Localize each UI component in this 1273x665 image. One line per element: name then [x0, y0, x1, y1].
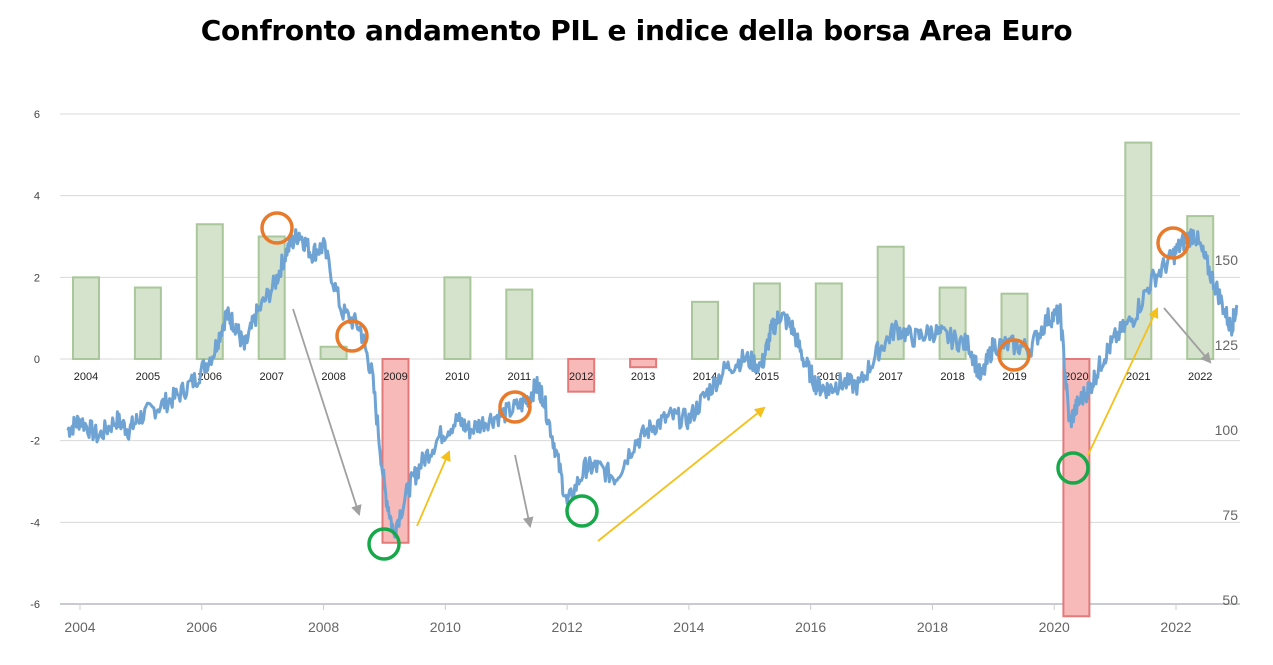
gdp-bar-2006	[195, 223, 224, 360]
x-axis-tick-label: 2016	[795, 619, 826, 635]
gdp-bar-2004	[72, 276, 100, 361]
bar-year-label: 2004	[74, 371, 98, 383]
bar-year-labels: 2004 2005 2006 2007 2008 2009 2010 2011 2012 2013…	[74, 371, 1213, 383]
stock-index-line	[66, 228, 1239, 539]
left-axis-tick-label: 2	[34, 272, 40, 284]
chart-title: Confronto andamento PIL e indice della b…	[200, 14, 1073, 47]
x-axis-tick-label: 2020	[1039, 619, 1070, 635]
up-arrow	[416, 450, 451, 527]
bar-year-label: 2009	[383, 371, 407, 383]
annotations	[260, 211, 1212, 561]
x-axis-tick-label: 2010	[430, 619, 461, 635]
left-axis-tick-label: 6	[34, 109, 40, 121]
gdp-bar-2013	[629, 358, 658, 369]
bar-year-label: 2006	[198, 371, 222, 383]
left-axis-tick-label: 0	[34, 354, 40, 366]
gdp-bar-2008	[319, 345, 348, 360]
right-axis-tick-label: 100	[1215, 422, 1239, 438]
bar-year-label: 2014	[693, 371, 717, 383]
trough-circle	[1056, 451, 1090, 485]
bar-year-label: 2012	[569, 371, 593, 383]
gdp-bar-2016	[814, 282, 843, 361]
right-axis-tick-label: 50	[1222, 592, 1238, 608]
trough-circle	[367, 527, 401, 561]
x-axis-tick-label: 2018	[917, 619, 948, 635]
left-axis-tick-label: -4	[30, 517, 40, 529]
x-axis-tick-label: 2004	[64, 619, 95, 635]
right-axis-tick-label: 150	[1215, 252, 1239, 268]
x-axis-tick-label: 2022	[1160, 619, 1191, 635]
bar-year-label: 2013	[631, 371, 655, 383]
left-axis-tick-label: -6	[30, 599, 40, 611]
gdp-bar-2021	[1124, 141, 1153, 360]
right-axis-tick-label: 75	[1222, 507, 1238, 523]
x-axis-tick-label: 2014	[673, 619, 704, 635]
gridlines	[60, 113, 1240, 605]
x-axis-tick-label: 2008	[308, 619, 339, 635]
gdp-bar-2012	[567, 358, 596, 393]
right-axis-tick-label: 125	[1215, 337, 1239, 353]
gdp-bar-2011	[505, 288, 534, 361]
peak-circle	[498, 390, 532, 424]
bar-year-label: 2019	[1002, 371, 1026, 383]
up-arrow	[597, 406, 766, 542]
bar-year-label: 2021	[1126, 371, 1150, 383]
bar-year-label: 2007	[259, 371, 283, 383]
bar-year-label: 2008	[321, 371, 345, 383]
bar-year-label: 2010	[445, 371, 469, 383]
x-axis-tick-label: 2006	[186, 619, 217, 635]
down-arrow	[1163, 307, 1212, 364]
left-axis-tick-label: 4	[34, 191, 40, 203]
gdp-bar-2014	[691, 300, 719, 361]
up-arrow	[1087, 307, 1159, 456]
bar-year-label: 2016	[817, 371, 841, 383]
bar-year-label: 2018	[940, 371, 964, 383]
x-axis-tick-label: 2012	[552, 619, 583, 635]
peak-circle	[335, 319, 369, 353]
bar-year-label: 2017	[878, 371, 902, 383]
peak-circle	[997, 338, 1031, 372]
gdp-bar-2009	[381, 358, 410, 544]
gdp-bar-2005	[133, 286, 162, 360]
peak-circle	[260, 211, 294, 245]
down-arrow	[514, 454, 534, 529]
trough-circle	[565, 494, 599, 528]
left-axis-tick-label: -2	[30, 436, 40, 448]
gdp-bar-2010	[443, 276, 472, 361]
bar-year-label: 2011	[507, 371, 531, 383]
stock-index-line-layer	[66, 228, 1239, 539]
down-arrow	[292, 308, 362, 517]
right-axis: 150 125 100 75 50	[1215, 252, 1239, 608]
bar-year-label: 2022	[1188, 371, 1212, 383]
bar-year-label: 2015	[755, 371, 779, 383]
left-axis: 6 4 2 0 -2 -4 -6	[30, 109, 40, 611]
bottom-axis: 2004 2006 2008 2010 2012 2014 2016 2018 2020 2022	[64, 604, 1192, 635]
peak-circle	[1156, 226, 1190, 260]
bar-year-label: 2005	[136, 371, 160, 383]
bar-year-label: 2020	[1064, 371, 1088, 383]
